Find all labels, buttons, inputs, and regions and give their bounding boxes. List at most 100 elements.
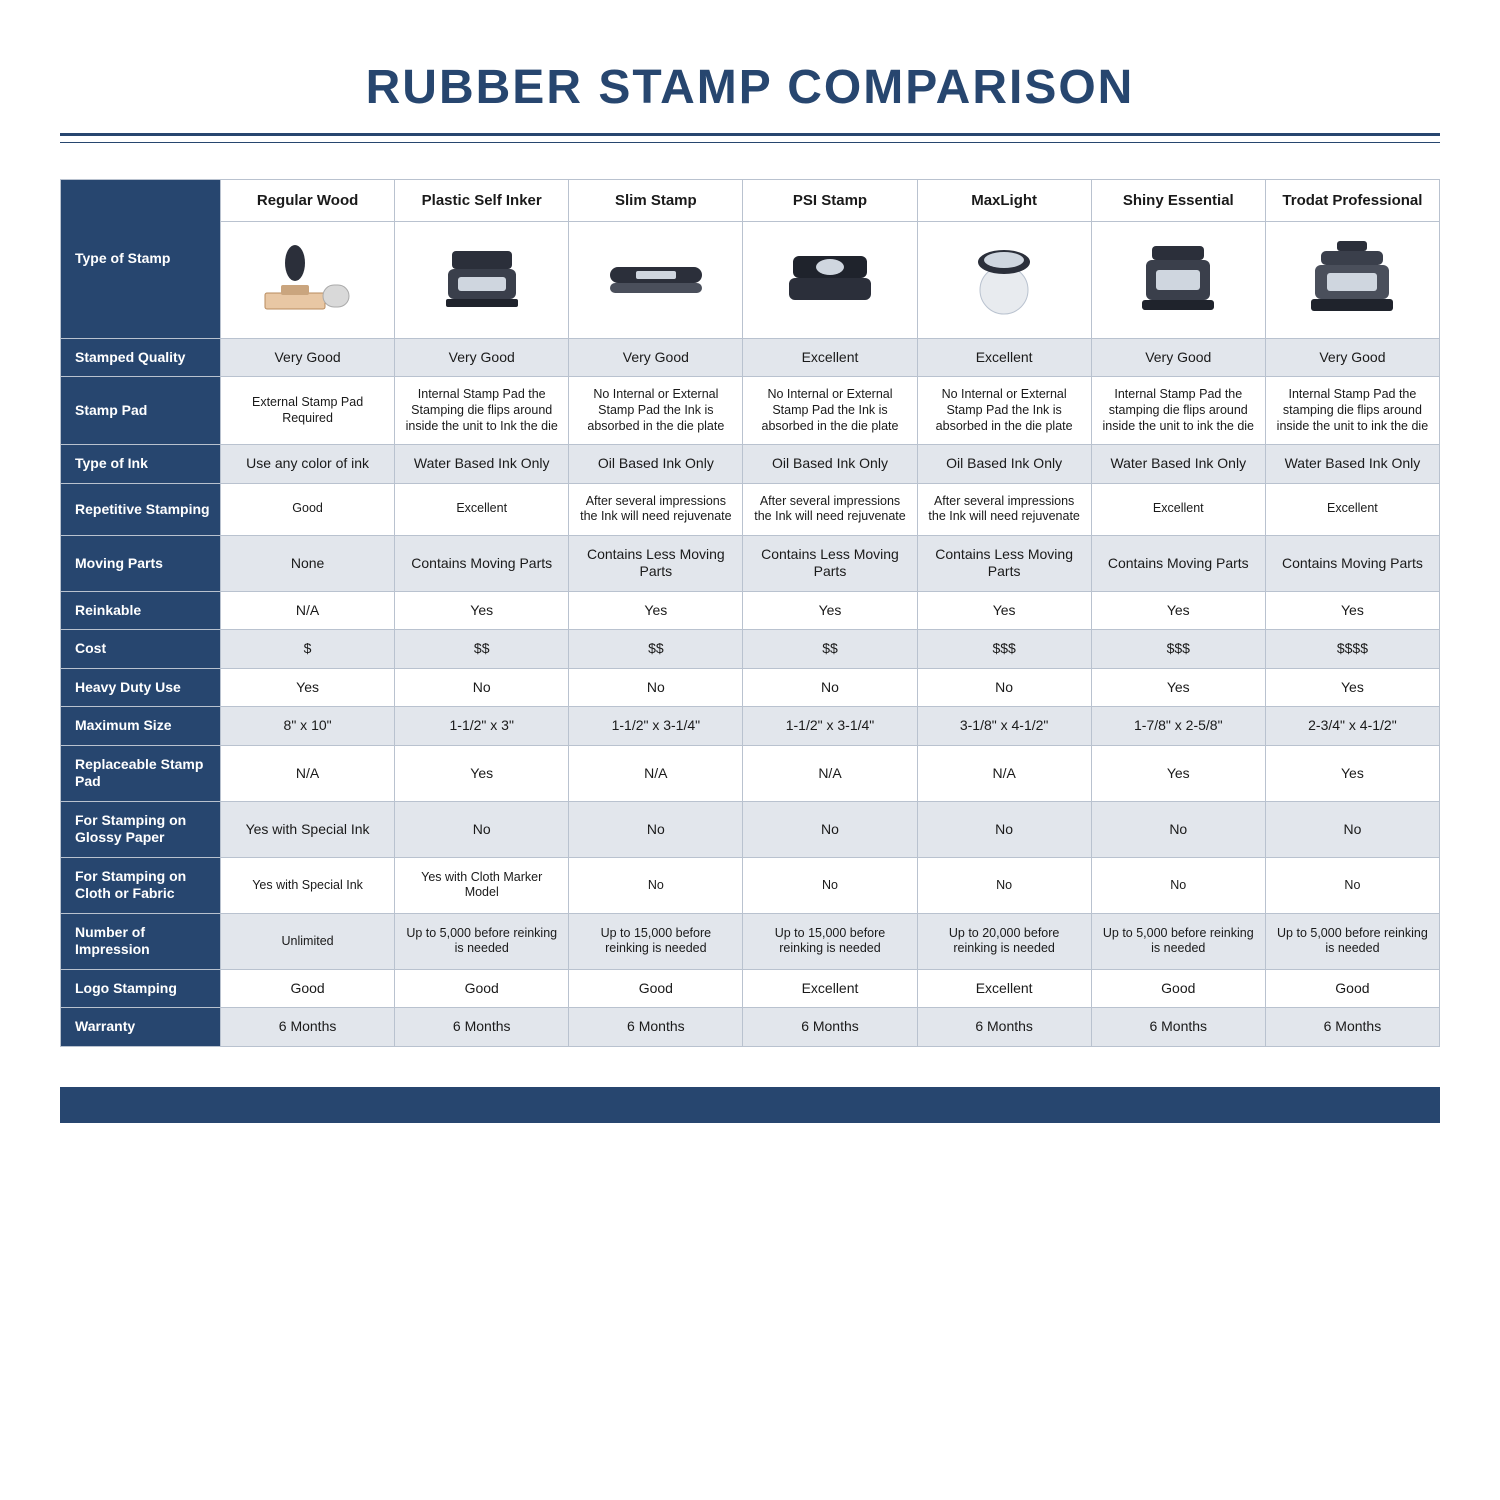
- row-header-type-of-stamp: Type of Stamp: [61, 180, 221, 339]
- table-cell: Excellent: [917, 338, 1091, 377]
- table-cell: No: [1265, 857, 1439, 913]
- table-cell: Yes: [1091, 591, 1265, 630]
- table-cell: Excellent: [395, 483, 569, 535]
- table-cell: $$: [395, 630, 569, 669]
- row-header: Type of Ink: [61, 445, 221, 484]
- stamp-image-cell: [569, 221, 743, 338]
- table-cell: Very Good: [1265, 338, 1439, 377]
- table-cell: $: [221, 630, 395, 669]
- table-cell: 3-1/8" x 4-1/2": [917, 707, 1091, 746]
- table-cell: Excellent: [1265, 483, 1439, 535]
- table-cell: No: [569, 668, 743, 707]
- table-cell: 6 Months: [1265, 1008, 1439, 1047]
- table-cell: 6 Months: [395, 1008, 569, 1047]
- table-cell: No: [1265, 801, 1439, 857]
- title-rule-thick: [60, 133, 1440, 136]
- table-cell: After several impressions the Ink will n…: [917, 483, 1091, 535]
- table-cell: No: [395, 668, 569, 707]
- table-cell: Internal Stamp Pad the stamping die flip…: [1091, 377, 1265, 445]
- table-cell: 2-3/4" x 4-1/2": [1265, 707, 1439, 746]
- stamp-image-cell: [1091, 221, 1265, 338]
- table-cell: Yes with Special Ink: [221, 801, 395, 857]
- table-row: Maximum Size8" x 10"1-1/2" x 3"1-1/2" x …: [61, 707, 1440, 746]
- table-row: Moving PartsNoneContains Moving PartsCon…: [61, 535, 1440, 591]
- table-cell: Yes: [395, 591, 569, 630]
- table-row: Type of InkUse any color of inkWater Bas…: [61, 445, 1440, 484]
- table-cell: No: [917, 668, 1091, 707]
- table-cell: Oil Based Ink Only: [917, 445, 1091, 484]
- table-cell: Good: [1265, 969, 1439, 1008]
- table-row: For Stamping on Glossy PaperYes with Spe…: [61, 801, 1440, 857]
- wood-handle-stamp-icon: [263, 243, 353, 318]
- table-cell: Contains Moving Parts: [395, 535, 569, 591]
- table-cell: $$: [743, 630, 917, 669]
- table-cell: Contains Less Moving Parts: [917, 535, 1091, 591]
- table-cell: Contains Less Moving Parts: [569, 535, 743, 591]
- table-cell: No: [569, 857, 743, 913]
- col-header: Regular Wood: [221, 180, 395, 222]
- table-row: Replaceable Stamp PadN/AYesN/AN/AN/AYesY…: [61, 745, 1440, 801]
- table-row: ReinkableN/AYesYesYesYesYesYes: [61, 591, 1440, 630]
- table-cell: 6 Months: [221, 1008, 395, 1047]
- table-cell: 6 Months: [1091, 1008, 1265, 1047]
- table-cell: Yes: [221, 668, 395, 707]
- table-cell: Oil Based Ink Only: [569, 445, 743, 484]
- table-cell: Yes: [1091, 745, 1265, 801]
- table-cell: Up to 5,000 before reinking is needed: [395, 913, 569, 969]
- row-header: Maximum Size: [61, 707, 221, 746]
- table-cell: None: [221, 535, 395, 591]
- col-header: Trodat Professional: [1265, 180, 1439, 222]
- table-row: Warranty6 Months6 Months6 Months6 Months…: [61, 1008, 1440, 1047]
- table-cell: 1-7/8" x 2-5/8": [1091, 707, 1265, 746]
- table-cell: Yes: [395, 745, 569, 801]
- stamp-image-cell: [743, 221, 917, 338]
- table-cell: Very Good: [569, 338, 743, 377]
- table-cell: Internal Stamp Pad the Stamping die flip…: [395, 377, 569, 445]
- table-row: Number of ImpressionUnlimitedUp to 5,000…: [61, 913, 1440, 969]
- table-cell: No: [569, 801, 743, 857]
- table-cell: No: [395, 801, 569, 857]
- table-cell: Up to 15,000 before reinking is needed: [743, 913, 917, 969]
- comparison-page: RUBBER STAMP COMPARISON Type of Stamp Re…: [0, 0, 1500, 1183]
- table-cell: No: [1091, 857, 1265, 913]
- slim-stamp-icon: [606, 253, 706, 308]
- table-row: Logo StampingGoodGoodGoodExcellentExcell…: [61, 969, 1440, 1008]
- table-cell: Yes: [1265, 745, 1439, 801]
- table-cell: Use any color of ink: [221, 445, 395, 484]
- table-cell: $$: [569, 630, 743, 669]
- table-cell: After several impressions the Ink will n…: [569, 483, 743, 535]
- table-cell: Contains Moving Parts: [1091, 535, 1265, 591]
- table-cell: Good: [569, 969, 743, 1008]
- table-cell: $$$: [1091, 630, 1265, 669]
- table-cell: Yes: [917, 591, 1091, 630]
- table-body: Stamped QualityVery GoodVery GoodVery Go…: [61, 338, 1440, 1046]
- footer-bar: [60, 1087, 1440, 1123]
- table-cell: 1-1/2" x 3": [395, 707, 569, 746]
- table-cell: Yes: [569, 591, 743, 630]
- row-header: Reinkable: [61, 591, 221, 630]
- table-cell: No: [917, 801, 1091, 857]
- table-cell: 1-1/2" x 3-1/4": [569, 707, 743, 746]
- row-header: Replaceable Stamp Pad: [61, 745, 221, 801]
- table-cell: N/A: [743, 745, 917, 801]
- table-cell: Yes: [1265, 591, 1439, 630]
- table-cell: Contains Less Moving Parts: [743, 535, 917, 591]
- comparison-table: Type of Stamp Regular Wood Plastic Self …: [60, 179, 1440, 1047]
- col-header: Slim Stamp: [569, 180, 743, 222]
- table-cell: Internal Stamp Pad the stamping die flip…: [1265, 377, 1439, 445]
- table-cell: N/A: [221, 745, 395, 801]
- table-cell: Yes with Cloth Marker Model: [395, 857, 569, 913]
- row-header: Repetitive Stamping: [61, 483, 221, 535]
- table-cell: Up to 20,000 before reinking is needed: [917, 913, 1091, 969]
- table-cell: Unlimited: [221, 913, 395, 969]
- title-rule-thin: [60, 142, 1440, 143]
- table-cell: External Stamp Pad Required: [221, 377, 395, 445]
- row-header: Heavy Duty Use: [61, 668, 221, 707]
- stamp-image-cell: [395, 221, 569, 338]
- column-header-row: Type of Stamp Regular Wood Plastic Self …: [61, 180, 1440, 222]
- col-header: PSI Stamp: [743, 180, 917, 222]
- shiny-essential-stamp-icon: [1138, 240, 1218, 321]
- table-cell: Oil Based Ink Only: [743, 445, 917, 484]
- table-cell: Yes with Special Ink: [221, 857, 395, 913]
- table-cell: No: [1091, 801, 1265, 857]
